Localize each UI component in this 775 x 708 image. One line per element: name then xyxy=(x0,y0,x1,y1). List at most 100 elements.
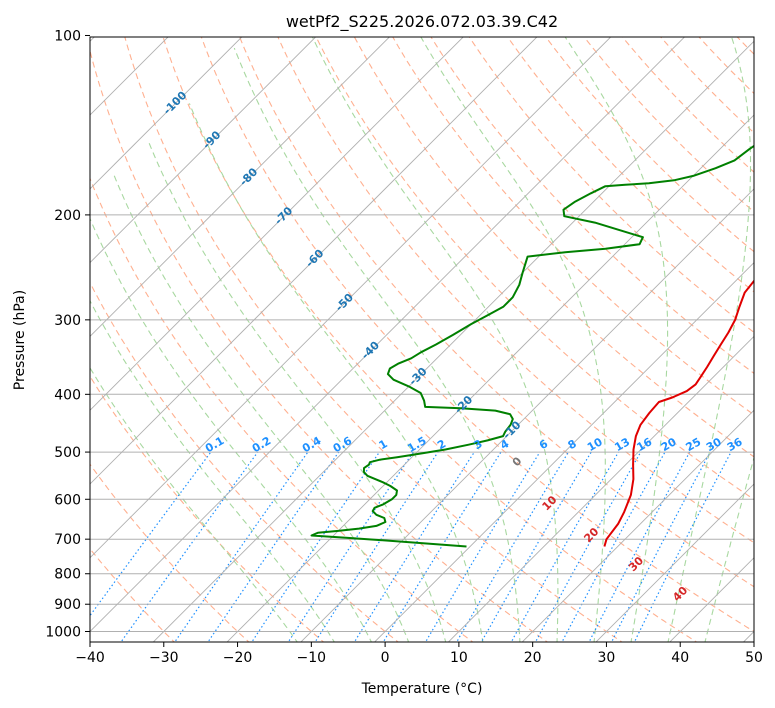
mixing-ratio-label: 30 xyxy=(704,435,724,454)
isotherm xyxy=(152,40,754,642)
dry-adiabats xyxy=(90,37,754,642)
reference-line-labels: 0.1 0.2 0.4 0.6 1 1.5 2 3 4 6 8 10 13 16 20 25 30 36-100-… xyxy=(161,88,745,603)
y-tick-label: 100 xyxy=(54,28,81,44)
y-tick-label: 1000 xyxy=(45,625,81,641)
mixing-ratio-label: 1 xyxy=(377,437,390,452)
mixing-ratio-label: 20 xyxy=(659,435,679,454)
y-tick-label: 900 xyxy=(54,597,81,613)
moist-adiabat-label: 20 xyxy=(581,525,601,545)
moist-adiabat-label: 40 xyxy=(670,584,690,604)
isotherm xyxy=(90,37,464,411)
x-tick-label: −40 xyxy=(75,650,105,666)
mixing-ratio-line xyxy=(251,451,380,642)
mixing-ratio-label: 3 xyxy=(471,437,484,452)
y-axis: 100 200 300 400 500 600 700 800 900 1000 xyxy=(45,28,90,641)
dry-adiabat xyxy=(200,37,754,633)
x-tick-label: −30 xyxy=(149,650,179,666)
moist-adiabat-label: 0 xyxy=(510,454,525,469)
mixing-ratio-label: 6 xyxy=(537,437,550,452)
mixing-ratio-line xyxy=(90,451,212,617)
dry-adiabat xyxy=(315,37,754,501)
dry-adiabat xyxy=(698,37,754,95)
moist-adiabat xyxy=(147,140,447,642)
y-tick-label: 400 xyxy=(54,387,81,403)
mixing-ratio-line xyxy=(174,451,309,642)
mixing-ratio-label: 13 xyxy=(612,435,632,454)
x-tick-label: 50 xyxy=(745,650,763,666)
mixing-ratio-line xyxy=(588,451,691,642)
mixing-ratio-line xyxy=(287,451,414,642)
dry-adiabat xyxy=(506,37,754,293)
dry-adiabat xyxy=(90,281,399,642)
mixing-ratio-label: 10 xyxy=(585,435,605,454)
mixing-ratio-line xyxy=(382,451,502,642)
sounding-line xyxy=(310,144,754,548)
isotherm xyxy=(90,37,243,190)
moist-adiabat-label: 10 xyxy=(540,493,560,513)
y-tick-label: 500 xyxy=(54,445,81,461)
isotherm xyxy=(669,557,754,642)
moist-adiabat xyxy=(188,103,484,642)
mixing-ratio-lines xyxy=(90,451,732,642)
mixing-ratio-line xyxy=(120,451,259,642)
mixing-ratio-line xyxy=(207,451,340,642)
plot-frame xyxy=(89,36,755,643)
mixing-ratio-line xyxy=(314,451,439,642)
mixing-ratio-line xyxy=(633,451,732,642)
isotherm-label: -100 xyxy=(161,88,190,117)
x-tick-label: 20 xyxy=(524,650,542,666)
dry-adiabat xyxy=(90,375,325,642)
mixing-ratio-line xyxy=(456,451,569,642)
sounding-line xyxy=(603,279,754,547)
isotherm xyxy=(90,37,612,559)
mixing-ratio-line xyxy=(610,451,711,642)
mixing-ratio-line xyxy=(424,451,541,642)
mixing-ratio-line xyxy=(534,451,642,642)
isotherm-label: -70 xyxy=(272,204,295,227)
isotherm xyxy=(373,261,754,642)
y-tick-label: 700 xyxy=(54,532,81,548)
dry-adiabat xyxy=(124,37,624,642)
y-tick-label: 800 xyxy=(54,567,81,583)
x-axis-label: Temperature (°C) xyxy=(361,681,483,697)
moist-adiabat xyxy=(233,47,521,642)
isotherm xyxy=(300,188,754,642)
dry-adiabat xyxy=(90,463,250,642)
dry-adiabat xyxy=(90,48,549,642)
moist-adiabat-label: 30 xyxy=(626,554,646,574)
dry-adiabat xyxy=(621,37,754,173)
isotherms xyxy=(90,37,754,642)
moist-adiabat xyxy=(311,37,559,642)
dry-adiabat xyxy=(392,37,754,416)
isotherm xyxy=(595,483,754,642)
isotherm xyxy=(447,335,754,642)
isotherm-label: -90 xyxy=(200,128,223,151)
mixing-ratio-line xyxy=(353,451,475,642)
isotherm xyxy=(90,37,391,338)
moist-adiabat xyxy=(112,172,410,642)
x-tick-label: −10 xyxy=(297,650,327,666)
pressure-gridlines xyxy=(90,214,754,632)
isotherm-label: -20 xyxy=(452,393,475,416)
mixing-ratio-label: 16 xyxy=(635,435,655,454)
isotherm-label: -50 xyxy=(333,291,356,314)
y-tick-label: 300 xyxy=(54,313,81,329)
plot-area: 0.1 0.2 0.4 0.6 1 1.5 2 3 4 6 8 10 13 16 20 25 30 36-100-… xyxy=(90,37,754,642)
dry-adiabat xyxy=(239,37,754,588)
isotherm-label: -30 xyxy=(406,365,429,388)
moist-adiabat xyxy=(90,299,335,642)
isotherm xyxy=(90,37,686,633)
dry-adiabat xyxy=(277,37,754,544)
dry-adiabat xyxy=(468,37,754,334)
dry-adiabat xyxy=(162,37,698,642)
y-axis-label: Pressure (hPa) xyxy=(12,290,28,390)
dry-adiabat xyxy=(353,37,754,458)
isotherm-label: -60 xyxy=(303,247,326,270)
x-axis: −40 −30 −20 −10 0 10 20 30 40 50 xyxy=(75,642,763,666)
isotherm xyxy=(521,409,754,642)
x-tick-label: 30 xyxy=(598,650,616,666)
moist-adiabat xyxy=(90,217,373,642)
y-tick-label: 600 xyxy=(54,492,81,508)
moist-adiabat xyxy=(564,37,669,642)
